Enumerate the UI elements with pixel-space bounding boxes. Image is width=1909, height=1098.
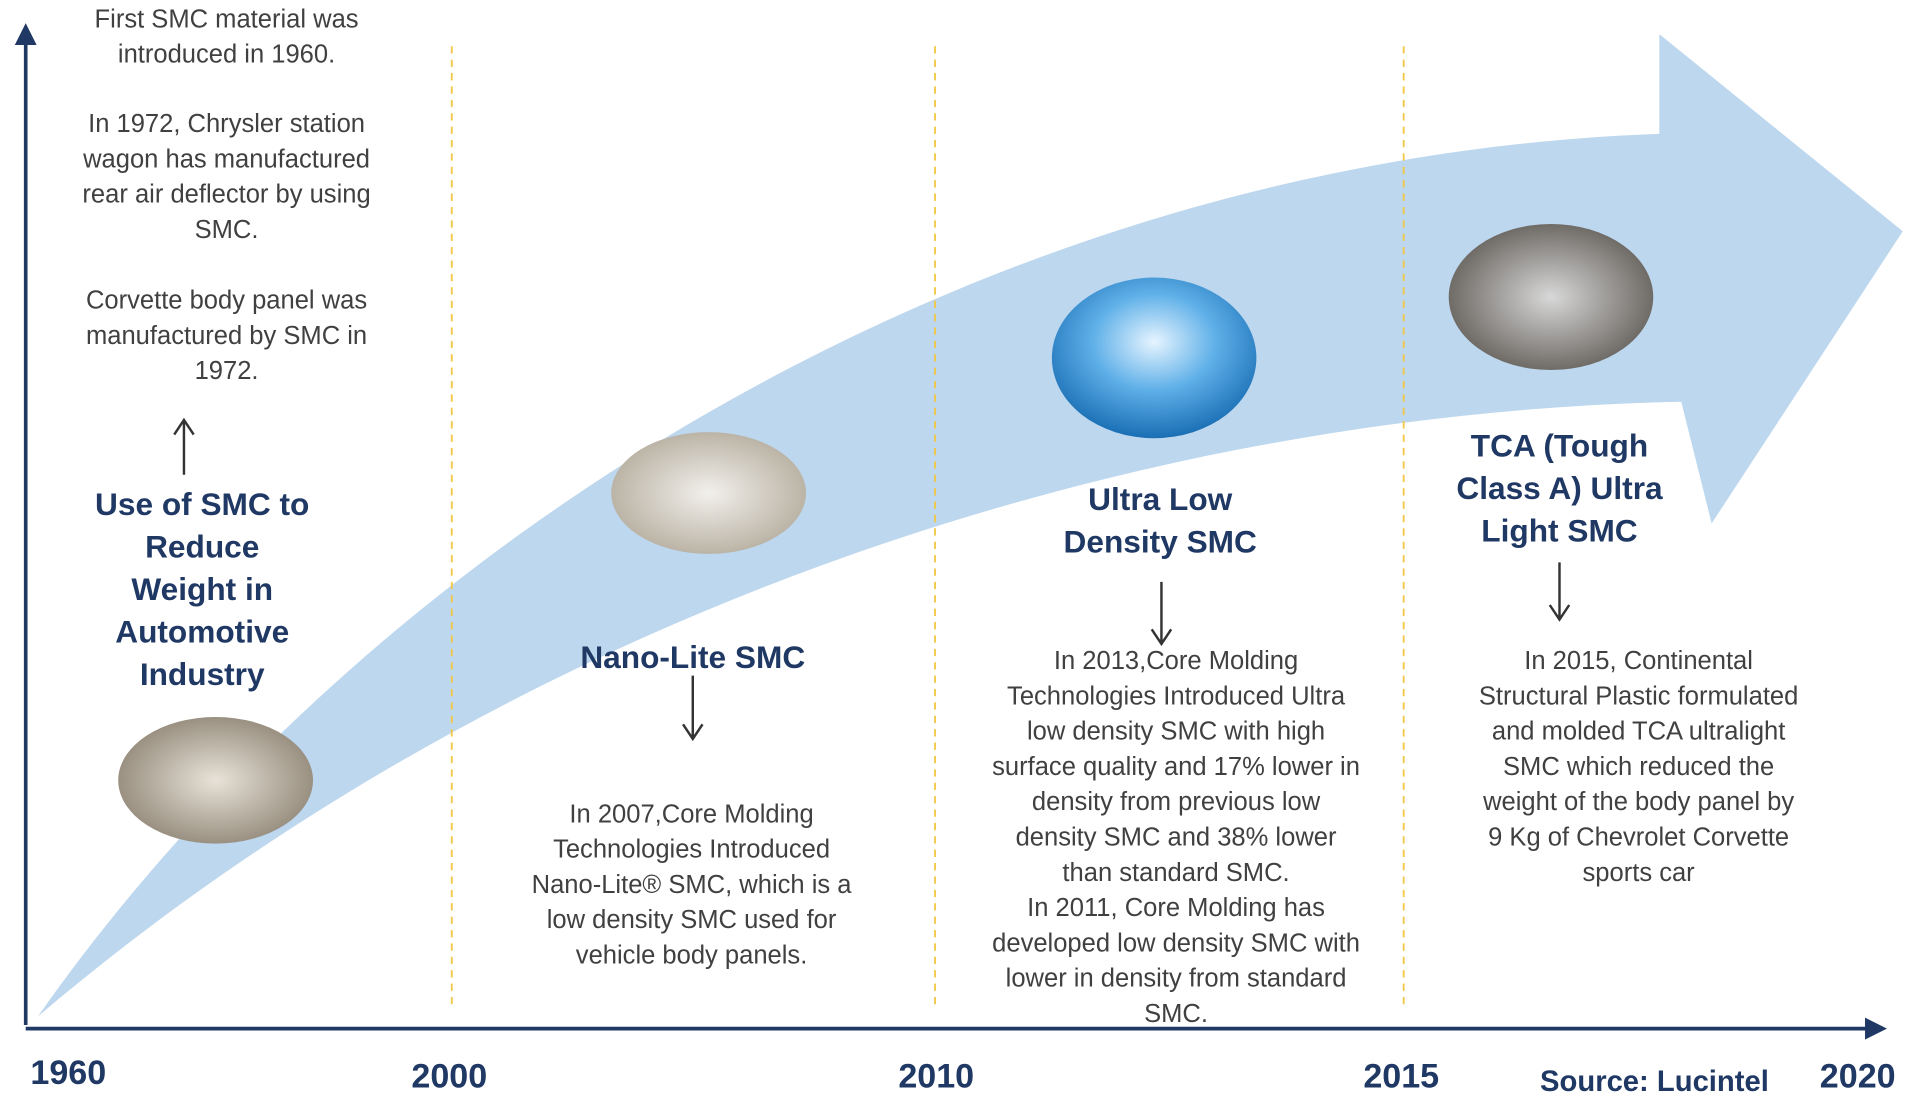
milestone-description: density SMC and 38% lower [1016, 823, 1337, 851]
milestone-description: Technologies Introduced Ultra [1007, 682, 1346, 710]
intro-note: manufactured by SMC in [86, 322, 367, 350]
intro-title: Weight in [131, 571, 273, 607]
milestone-description: developed low density SMC with [992, 929, 1360, 957]
intro-note: 1972. [195, 357, 259, 385]
year-label: 2020 [1820, 1058, 1896, 1096]
milestone-description: SMC which reduced the [1503, 753, 1774, 781]
intro-title: Reduce [145, 528, 259, 564]
intro-title: Use of SMC to [95, 486, 309, 522]
year-dividers [450, 46, 1405, 1011]
milestone-title: TCA (Tough [1471, 427, 1648, 463]
milestone-title: Nano-Lite SMC [580, 639, 805, 675]
intro-note: SMC. [195, 216, 259, 244]
intro-note: Corvette body panel was [86, 287, 367, 315]
milestone-description: Technologies Introduced [553, 836, 830, 864]
photo-boat [1051, 277, 1257, 439]
milestone-description: surface quality and 17% lower in [992, 753, 1360, 781]
intro-note: wagon has manufactured [82, 145, 370, 173]
pointer-arrows [173, 417, 1571, 742]
milestone-description: lower in density from standard [1006, 965, 1347, 993]
photo-corvette [1448, 223, 1654, 371]
milestone-description: low density SMC used for [547, 906, 837, 934]
milestone-description: In 2015, Continental [1524, 647, 1753, 675]
year-label: 2015 [1363, 1058, 1439, 1096]
growth-arrow [37, 34, 1903, 1017]
intro-title: Automotive [115, 614, 289, 650]
intro-note: introduced in 1960. [118, 41, 335, 69]
milestone-description: vehicle body panels. [576, 942, 808, 970]
milestone-description: SMC. [1144, 1000, 1208, 1028]
milestone-description: In 2013,Core Molding [1054, 647, 1298, 675]
milestone-description: Structural Plastic formulated [1479, 682, 1798, 710]
year-label: 2010 [898, 1058, 974, 1096]
milestone-description: sports car [1583, 859, 1696, 887]
milestone-title: Density SMC [1064, 523, 1257, 559]
year-label: 2000 [411, 1058, 487, 1096]
milestone-title: Ultra Low [1088, 481, 1232, 517]
milestone-description: 9 Kg of Chevrolet Corvette [1488, 823, 1789, 851]
intro-title: Industry [140, 656, 265, 692]
milestone-description: Nano-Lite® SMC, which is a [532, 871, 853, 899]
milestone-description: low density SMC with high [1027, 718, 1325, 746]
milestone-description: In 2011, Core Molding has [1027, 894, 1325, 922]
intro-note: In 1972, Chrysler station [88, 110, 365, 138]
intro-note: rear air deflector by using [82, 181, 370, 209]
source: Source: Lucintel [1540, 1066, 1769, 1098]
photo-panel [611, 432, 806, 554]
year-label: 1960 [30, 1054, 106, 1092]
milestone-description: weight of the body panel by [1482, 788, 1794, 816]
milestone-title: Class A) Ultra [1456, 470, 1663, 506]
milestone-description: and molded TCA ultralight [1492, 718, 1786, 746]
milestone-title: Light SMC [1481, 513, 1637, 549]
intro-note: First SMC material was [95, 5, 359, 33]
milestone-description: In 2007,Core Molding [569, 800, 813, 828]
photo-station-wagon [118, 716, 313, 844]
milestone-description: density from previous low [1032, 788, 1321, 816]
milestone-description: than standard SMC. [1062, 859, 1289, 887]
